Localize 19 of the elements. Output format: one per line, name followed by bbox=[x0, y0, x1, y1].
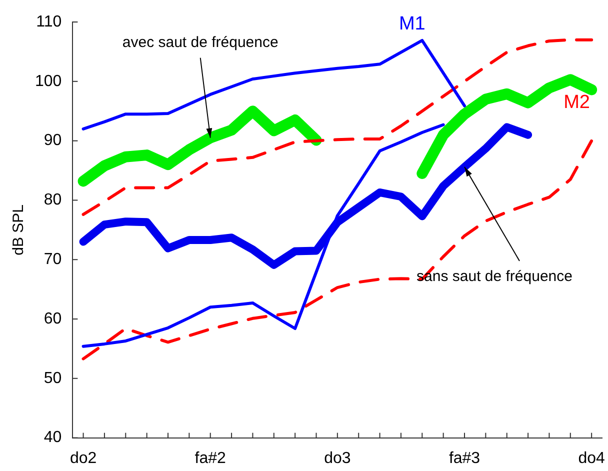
y-tick-label: 90 bbox=[44, 132, 62, 150]
annotation: avec saut de fréquence bbox=[122, 34, 278, 51]
y-tick-label: 110 bbox=[36, 13, 62, 30]
series-label: M1 bbox=[398, 14, 426, 35]
series-label: M2 bbox=[564, 92, 590, 114]
x-tick-label: do4 bbox=[578, 450, 606, 467]
line-series bbox=[82, 139, 594, 360]
y-tick-label: 40 bbox=[44, 429, 62, 446]
y-tick-label: 80 bbox=[44, 192, 62, 209]
x-tick-label: do3 bbox=[324, 450, 351, 467]
x-tick-label: do2 bbox=[70, 450, 97, 467]
y-tick-label: 50 bbox=[44, 370, 62, 387]
x-tick-label: fa#3 bbox=[448, 450, 480, 467]
y-axis-title: dB SPL bbox=[10, 204, 28, 256]
y-tick-label: 100 bbox=[34, 72, 62, 90]
y-tick-label: 70 bbox=[44, 251, 62, 268]
x-tick-label: fa#2 bbox=[194, 450, 226, 467]
y-tick-label: 60 bbox=[44, 310, 62, 328]
line-series bbox=[82, 38, 594, 216]
